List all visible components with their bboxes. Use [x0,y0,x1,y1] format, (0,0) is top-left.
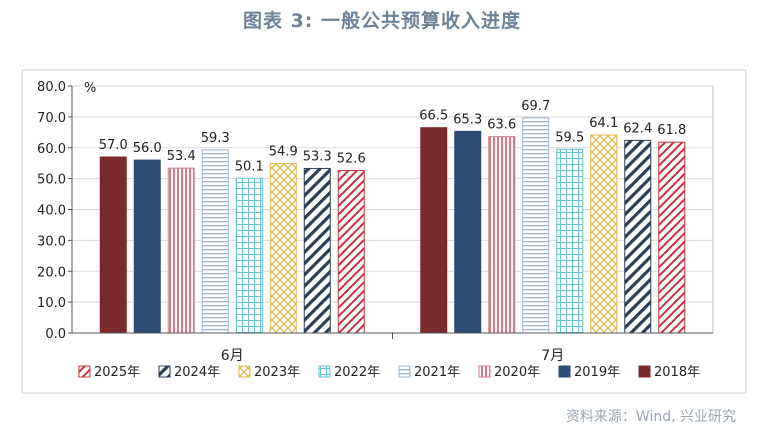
y-tick-label: 20.0 [37,265,66,280]
data-label: 61.8 [657,123,686,138]
legend-label: 2025年 [94,365,140,380]
legend-label: 2018年 [654,365,700,380]
y-tick-label: 10.0 [37,296,66,311]
data-label: 53.3 [303,149,332,164]
y-tick-label: 80.0 [37,80,66,95]
legend-swatch [478,365,491,378]
legend-label: 2022年 [334,365,380,380]
bar [133,159,161,334]
data-label: 56.0 [133,141,162,156]
source-note: 资料来源：Wind, 兴业研究 [565,409,736,425]
legend-label: 2024年 [174,365,220,380]
bar [454,130,482,334]
legend-label: 2023年 [254,365,300,380]
data-label: 54.9 [269,144,298,159]
data-label: 59.5 [555,130,584,145]
y-tick-label: 0.0 [45,327,66,342]
data-label: 66.5 [419,109,448,124]
bar [590,134,618,334]
bar [99,156,127,334]
bar [658,141,686,334]
bar [337,170,365,334]
bar [522,117,550,334]
legend-swatch [158,365,171,378]
data-label: 59.3 [201,131,230,146]
legend-swatch [78,365,91,378]
data-label: 64.1 [589,116,618,131]
legend-swatch [558,365,571,378]
bar [420,127,448,334]
bar [624,139,652,334]
bar [488,136,516,334]
data-label: 53.4 [167,149,196,164]
bar [167,167,195,334]
data-label: 65.3 [453,112,482,127]
legend-label: 2019年 [574,365,620,380]
legend-label: 2020年 [494,365,540,380]
data-label: 62.4 [623,121,652,136]
x-category-label: 7月 [541,348,564,364]
y-tick-label: 50.0 [37,173,66,188]
legend-swatch [398,365,411,378]
bar [303,167,331,334]
data-label: 57.0 [99,138,128,153]
data-label: 69.7 [521,99,550,114]
bar [269,162,297,334]
bar [235,177,263,334]
data-label: 50.1 [235,159,264,174]
data-label: 63.6 [487,118,516,133]
x-category-label: 6月 [221,348,244,364]
legend-swatch [318,365,331,378]
data-label: 52.6 [337,152,366,167]
y-tick-label: 30.0 [37,234,66,249]
bar [201,149,229,334]
y-unit-label: % [84,81,96,96]
chart-frame [21,69,747,394]
y-tick-label: 70.0 [37,111,66,126]
y-tick-label: 40.0 [37,204,66,219]
bar [556,148,584,334]
chart-title: 图表 3: 一般公共预算收入进度 [242,10,522,32]
legend-swatch [638,365,651,378]
legend-swatch [238,365,251,378]
y-tick-label: 60.0 [37,142,66,157]
legend-label: 2021年 [414,365,460,380]
